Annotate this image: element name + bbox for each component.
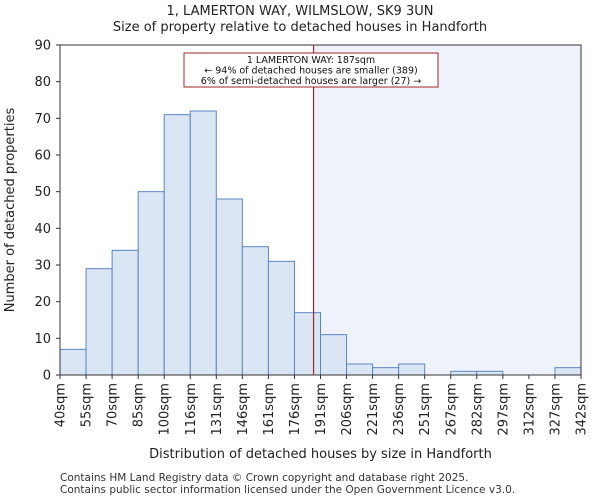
annotation-line: 1 LAMERTON WAY: 187sqm <box>247 55 375 66</box>
histogram-bar <box>476 370 504 376</box>
y-tick-label: 10 <box>34 332 51 347</box>
y-tick-label: 40 <box>34 222 51 237</box>
histogram-bar <box>189 110 217 376</box>
x-tick-label: 176sqm <box>288 383 303 436</box>
x-tick-label: 221sqm <box>366 383 381 436</box>
x-tick-label: 236sqm <box>392 383 407 436</box>
x-tick-label: 100sqm <box>158 383 173 436</box>
y-tick-label: 90 <box>34 39 51 54</box>
x-axis-label: Distribution of detached houses by size … <box>149 447 492 462</box>
x-tick-label: 40sqm <box>54 383 69 427</box>
x-tick-label: 70sqm <box>106 383 121 427</box>
histogram-bar <box>398 363 426 376</box>
chart-title-line-2: Size of property relative to detached ho… <box>112 20 488 35</box>
y-tick-label: 70 <box>34 112 51 127</box>
histogram-bar <box>554 367 582 376</box>
annotation-line: ← 94% of detached houses are smaller (38… <box>204 66 417 77</box>
y-tick-label: 0 <box>43 369 51 384</box>
y-tick-label: 60 <box>34 149 51 164</box>
x-tick-label: 116sqm <box>184 383 199 436</box>
x-tick-label: 327sqm <box>548 383 563 436</box>
histogram-bar <box>293 312 322 376</box>
x-tick-label: 312sqm <box>522 383 537 436</box>
footer-line-1: Contains HM Land Registry data © Crown c… <box>60 472 469 484</box>
histogram-bar <box>163 114 191 376</box>
x-tick-label: 267sqm <box>444 383 459 436</box>
y-tick-label: 30 <box>34 259 51 274</box>
histogram-bar <box>59 348 87 376</box>
x-tick-label: 251sqm <box>418 383 433 436</box>
y-tick-label: 50 <box>34 185 51 200</box>
x-tick-label: 131sqm <box>210 383 225 436</box>
y-axis-label: Number of detached properties <box>3 108 18 313</box>
histogram-bar <box>215 198 243 376</box>
histogram-bar <box>137 191 165 376</box>
histogram-bar <box>241 246 269 376</box>
larger-region-shade <box>313 45 581 375</box>
histogram-bar <box>85 268 113 376</box>
x-tick-label: 282sqm <box>470 383 485 436</box>
histogram-bar <box>346 363 374 376</box>
x-tick-label: 342sqm <box>575 383 590 436</box>
histogram-bar <box>267 260 295 376</box>
annotation-line: 6% of semi-detached houses are larger (2… <box>201 76 421 87</box>
x-tick-label: 161sqm <box>262 383 277 436</box>
chart-title-line-1: 1, LAMERTON WAY, WILMSLOW, SK9 3UN <box>166 4 434 19</box>
histogram-bar <box>320 334 348 376</box>
x-tick-label: 146sqm <box>236 383 251 436</box>
annotation-box <box>183 52 439 88</box>
histogram-bar <box>450 370 478 376</box>
x-tick-label: 85sqm <box>132 383 147 427</box>
histogram-bar <box>372 367 400 376</box>
x-tick-label: 55sqm <box>80 383 95 427</box>
x-tick-label: 191sqm <box>314 383 329 436</box>
footer-line-2: Contains public sector information licen… <box>60 484 516 496</box>
x-tick-label: 206sqm <box>340 383 355 436</box>
y-tick-label: 20 <box>34 295 51 310</box>
x-tick-label: 297sqm <box>496 383 511 436</box>
histogram-bar <box>111 249 139 376</box>
y-tick-label: 80 <box>34 75 51 90</box>
